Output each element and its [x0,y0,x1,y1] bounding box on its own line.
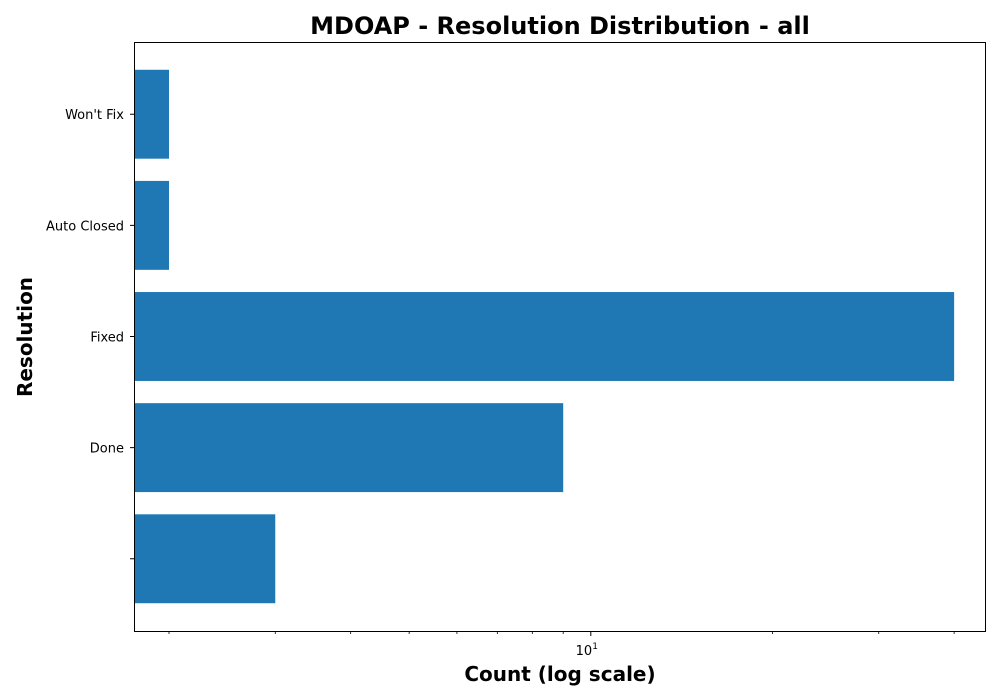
y-axis-ticks: Done Fixed Auto Closed Won't Fix [46,108,134,560]
bars [134,69,955,604]
y-tick-label: Won't Fix [65,108,124,123]
chart-title: MDOAP - Resolution Distribution - all [310,12,810,40]
x-tick-label: 101 [576,642,598,659]
y-tick-label: Fixed [90,331,124,346]
bar [134,403,564,493]
bar [134,69,169,159]
bar [134,514,276,604]
y-tick-label: Done [90,442,124,457]
y-axis-label: Resolution [13,277,37,397]
bar [134,180,169,270]
x-axis-ticks: 101 [168,631,955,659]
bar [134,292,955,381]
y-tick-label: Auto Closed [46,219,124,234]
x-axis-label: Count (log scale) [464,662,655,686]
plot-frame [134,42,986,632]
